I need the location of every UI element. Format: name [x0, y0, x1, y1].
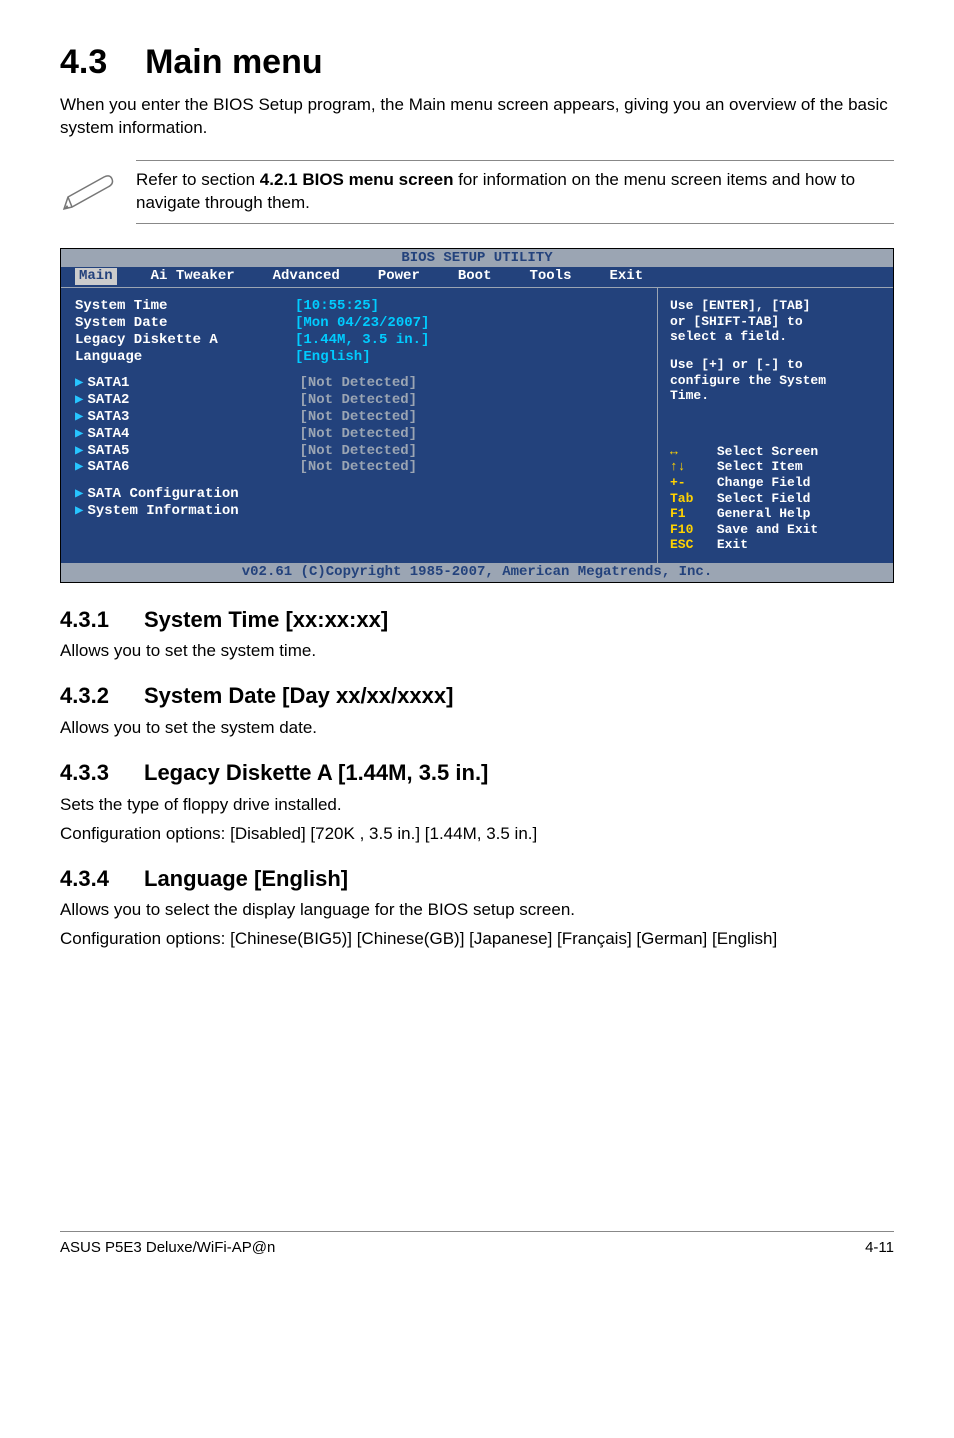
bios-menu-tab[interactable]: Exit: [609, 268, 643, 285]
bios-legend-row: F1 General Help: [670, 506, 881, 522]
section-paragraph: Allows you to set the system time.: [60, 640, 894, 663]
footer-product: ASUS P5E3 Deluxe/WiFi-AP@n: [60, 1238, 275, 1258]
bios-legend-row: ↑↓ Select Item: [670, 459, 881, 475]
page-title: 4.3 Main menu: [60, 40, 894, 86]
bios-sata-row[interactable]: ▶SATA1[Not Detected]: [75, 375, 643, 392]
bios-menu-tab[interactable]: Power: [378, 268, 420, 285]
title-number: 4.3: [60, 43, 107, 81]
bios-submenu-row[interactable]: ▶System Information: [75, 503, 643, 520]
bios-legend-row: F10 Save and Exit: [670, 522, 881, 538]
bios-field-row[interactable]: Language[English]: [75, 349, 643, 366]
bios-field-row[interactable]: System Time[10:55:25]: [75, 298, 643, 315]
page-footer: ASUS P5E3 Deluxe/WiFi-AP@n 4-11: [60, 1231, 894, 1258]
bios-sata-row[interactable]: ▶SATA3[Not Detected]: [75, 409, 643, 426]
bios-legend-row: ↔ Select Screen: [670, 444, 881, 460]
section-paragraph: Allows you to select the display languag…: [60, 899, 894, 922]
bios-menu-tab[interactable]: Ai Tweaker: [151, 268, 235, 285]
bios-submenu-row[interactable]: ▶SATA Configuration: [75, 486, 643, 503]
bios-field-row[interactable]: System Date[Mon 04/23/2007]: [75, 315, 643, 332]
section-paragraph: Sets the type of floppy drive installed.: [60, 794, 894, 817]
section-heading: 4.3.2System Date [Day xx/xx/xxxx]: [60, 681, 894, 711]
bios-key-legend: ↔ Select Screen↑↓ Select Item+- Change F…: [670, 444, 881, 553]
title-text: Main menu: [145, 43, 323, 81]
bios-menu-tab-main[interactable]: Main: [75, 268, 117, 285]
pencil-icon: [60, 171, 116, 213]
bios-sata-row[interactable]: ▶SATA4[Not Detected]: [75, 426, 643, 443]
note-callout: Refer to section 4.2.1 BIOS menu screen …: [60, 160, 894, 224]
bios-menu-tab[interactable]: Tools: [529, 268, 571, 285]
bios-menu-tab[interactable]: Boot: [458, 268, 492, 285]
bios-screenshot: BIOS SETUP UTILITY Main Ai Tweaker Advan…: [60, 248, 894, 583]
bios-copyright: v02.61 (C)Copyright 1985-2007, American …: [61, 563, 893, 582]
bios-help-text: Use [+] or [-] to configure the System T…: [670, 357, 881, 404]
bios-left-panel: System Time[10:55:25]System Date[Mon 04/…: [61, 288, 658, 563]
section-heading: 4.3.1System Time [xx:xx:xx]: [60, 605, 894, 635]
section-heading: 4.3.3Legacy Diskette A [1.44M, 3.5 in.]: [60, 758, 894, 788]
section-heading: 4.3.4Language [English]: [60, 864, 894, 894]
bios-menu-tab[interactable]: Advanced: [273, 268, 340, 285]
bios-title: BIOS SETUP UTILITY: [61, 249, 893, 268]
bios-sata-row[interactable]: ▶SATA5[Not Detected]: [75, 443, 643, 460]
intro-paragraph: When you enter the BIOS Setup program, t…: [60, 94, 894, 140]
section-paragraph: Configuration options: [Disabled] [720K …: [60, 823, 894, 846]
bios-help-text: Use [ENTER], [TAB] or [SHIFT-TAB] to sel…: [670, 298, 881, 345]
bios-body: System Time[10:55:25]System Date[Mon 04/…: [61, 287, 893, 563]
footer-page-number: 4-11: [865, 1238, 894, 1258]
bios-sata-row[interactable]: ▶SATA6[Not Detected]: [75, 459, 643, 476]
section-paragraph: Allows you to set the system date.: [60, 717, 894, 740]
bios-help-panel: Use [ENTER], [TAB] or [SHIFT-TAB] to sel…: [658, 288, 893, 563]
bios-sata-row[interactable]: ▶SATA2[Not Detected]: [75, 392, 643, 409]
note-text: Refer to section 4.2.1 BIOS menu screen …: [136, 160, 894, 224]
bios-legend-row: +- Change Field: [670, 475, 881, 491]
bios-menu-bar: Main Ai Tweaker Advanced Power Boot Tool…: [61, 267, 893, 287]
bios-legend-row: ESC Exit: [670, 537, 881, 553]
section-paragraph: Configuration options: [Chinese(BIG5)] […: [60, 928, 894, 951]
bios-legend-row: Tab Select Field: [670, 491, 881, 507]
bios-field-row[interactable]: Legacy Diskette A[1.44M, 3.5 in.]: [75, 332, 643, 349]
